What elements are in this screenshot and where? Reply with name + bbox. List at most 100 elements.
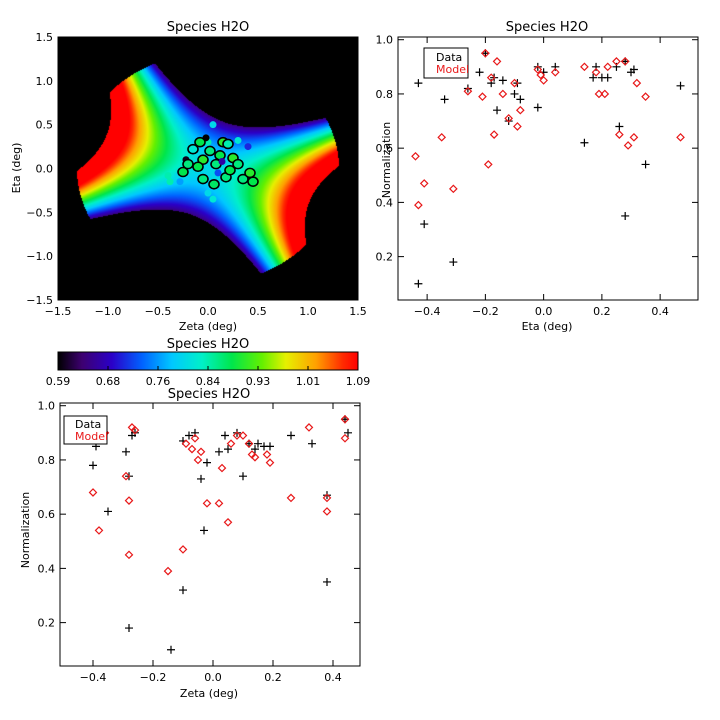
map-y-ticks: −1.5 −1.0 −0.5 0.0 0.5 1.0 1.5 <box>26 31 358 307</box>
model-point-diamond <box>121 471 131 481</box>
data-point-plus <box>414 79 423 88</box>
map-data-point <box>197 173 209 185</box>
eta-x-ticks: −0.4 −0.2 0.0 0.2 0.4 <box>414 37 669 318</box>
map-data-point <box>182 158 194 170</box>
eta-x-label: Eta (deg) <box>522 320 573 333</box>
eta-title: Species H2O <box>506 20 588 35</box>
eta-series <box>411 48 685 288</box>
zeta-y-label: Normalization <box>19 492 32 568</box>
colorbar-tick-label: 1.09 <box>346 375 371 388</box>
map-data-point <box>187 143 199 155</box>
model-point-diamond <box>629 132 639 142</box>
colorbar-gradient <box>58 352 358 370</box>
map-data-point <box>204 189 212 197</box>
model-point-diamond <box>214 498 224 508</box>
map-x-tick-label: −1.5 <box>45 305 72 318</box>
model-point-diamond <box>550 67 560 77</box>
model-point-diamond <box>322 493 332 503</box>
data-point-plus <box>580 138 589 147</box>
model-point-diamond <box>202 498 212 508</box>
model-point-diamond <box>600 89 610 99</box>
model-point-diamond <box>238 431 248 440</box>
model-point-diamond <box>286 493 296 503</box>
colorbar-tick-label: 0.68 <box>96 375 121 388</box>
eta-y-tick-label: 0.6 <box>376 142 394 155</box>
eta-x-tick-label: −0.4 <box>414 305 441 318</box>
map-x-label: Zeta (deg) <box>179 320 237 333</box>
map-data-point <box>166 178 174 186</box>
model-point-diamond <box>244 439 254 449</box>
model-point-diamond <box>163 566 173 576</box>
model-point-diamond <box>612 57 621 66</box>
data-point-plus <box>621 211 630 220</box>
model-point-diamond <box>510 78 519 88</box>
map-y-tick-label: 0.0 <box>36 163 54 176</box>
data-point-plus <box>254 439 262 448</box>
data-point-plus <box>125 624 133 633</box>
map-data-point <box>244 167 256 179</box>
colorbar-title: Species H2O <box>167 337 249 352</box>
eta-y-tick-label: 0.4 <box>376 196 394 209</box>
eta-y-label: Normalization <box>380 122 393 198</box>
model-point-diamond <box>591 67 601 77</box>
data-point-plus <box>510 89 519 98</box>
data-point-plus <box>224 445 232 454</box>
data-point-plus <box>676 81 685 90</box>
eta-legend-box <box>423 47 469 79</box>
data-point-plus <box>200 526 208 535</box>
map-x-tick-label: −1.0 <box>95 305 122 318</box>
model-point-diamond <box>448 184 458 194</box>
data-point-plus <box>239 472 247 481</box>
map-data-point <box>164 172 172 180</box>
model-point-diamond <box>187 444 197 454</box>
data-point-plus <box>344 428 352 437</box>
zeta-y-tick-label: 0.4 <box>38 562 56 575</box>
data-point-plus <box>533 103 542 112</box>
eta-x-tick-label: 0.4 <box>651 305 669 318</box>
map-data-point <box>176 178 184 186</box>
colorbar-ticks: 0.59 0.68 0.76 0.84 0.93 1.01 1.09 <box>46 366 371 388</box>
map-panel: Species H2O −1.5 −1.0 −0.5 0.0 0.5 1.0 1.5 −1.… <box>10 20 367 333</box>
model-point-diamond <box>641 92 650 101</box>
map-data-point <box>224 164 236 176</box>
map-title: Species H2O <box>167 20 249 35</box>
data-point-plus <box>641 160 650 169</box>
zeta-legend-model: Model <box>75 430 108 443</box>
zeta-series <box>88 414 352 654</box>
zeta-y-tick-label: 0.6 <box>38 508 56 521</box>
model-point-diamond <box>504 113 514 123</box>
data-point-plus <box>420 220 429 229</box>
model-point-diamond <box>414 200 423 210</box>
zeta-y-ticks: 0.2 0.4 0.6 0.8 1.0 <box>38 400 360 630</box>
map-points <box>164 121 259 203</box>
model-point-diamond <box>130 425 140 435</box>
model-point-diamond <box>580 62 589 72</box>
model-point-diamond <box>217 463 227 473</box>
eta-legend: Data Model <box>423 47 469 79</box>
map-x-tick-label: 0.0 <box>199 305 217 318</box>
model-point-diamond <box>262 450 272 459</box>
map-x-tick-label: 0.5 <box>249 305 267 318</box>
data-point-plus <box>287 431 295 440</box>
model-point-diamond <box>250 452 260 462</box>
map-y-tick-label: −1.5 <box>26 294 53 307</box>
model-point-diamond <box>124 496 134 505</box>
model-point-diamond <box>322 507 332 516</box>
model-point-diamond <box>124 550 134 560</box>
data-point-plus <box>629 65 638 74</box>
map-data-point <box>209 195 217 203</box>
zeta-frame <box>59 402 361 667</box>
model-point-diamond <box>603 62 613 72</box>
data-point-plus <box>308 439 316 448</box>
model-point-diamond <box>536 70 546 80</box>
eta-plot-area <box>398 37 698 300</box>
model-point-diamond <box>486 73 496 83</box>
data-point-plus <box>221 431 229 440</box>
zeta-x-label: Zeta (deg) <box>180 687 238 700</box>
data-point-plus <box>197 474 205 483</box>
map-y-label: Eta (deg) <box>10 143 23 194</box>
zeta-y-tick-label: 0.2 <box>38 617 56 630</box>
map-y-tick-label: 1.5 <box>36 31 54 44</box>
colorbar-tick-label: 0.59 <box>46 375 71 388</box>
model-point-diamond <box>340 414 350 424</box>
